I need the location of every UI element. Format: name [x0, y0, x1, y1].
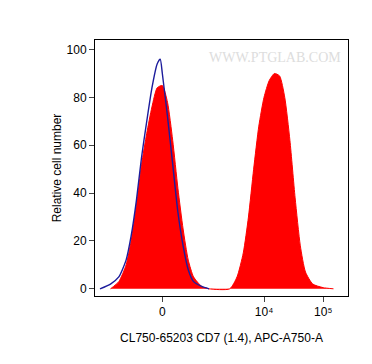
svg-text:100: 100	[67, 43, 87, 57]
svg-text:10⁵: 10⁵	[314, 305, 332, 319]
svg-text:60: 60	[73, 138, 87, 152]
svg-text:40: 40	[73, 186, 87, 200]
svg-text:80: 80	[73, 91, 87, 105]
svg-text:CL750-65203 CD7 (1.4), APC-A75: CL750-65203 CD7 (1.4), APC-A750-A	[120, 331, 323, 345]
svg-text:Relative cell number: Relative cell number	[50, 114, 64, 223]
svg-text:0: 0	[159, 305, 166, 319]
svg-text:10⁴: 10⁴	[255, 305, 274, 319]
svg-text:20: 20	[73, 234, 87, 248]
svg-text:0: 0	[80, 282, 87, 296]
svg-text:WWW.PTGLAB.COM: WWW.PTGLAB.COM	[209, 50, 341, 65]
